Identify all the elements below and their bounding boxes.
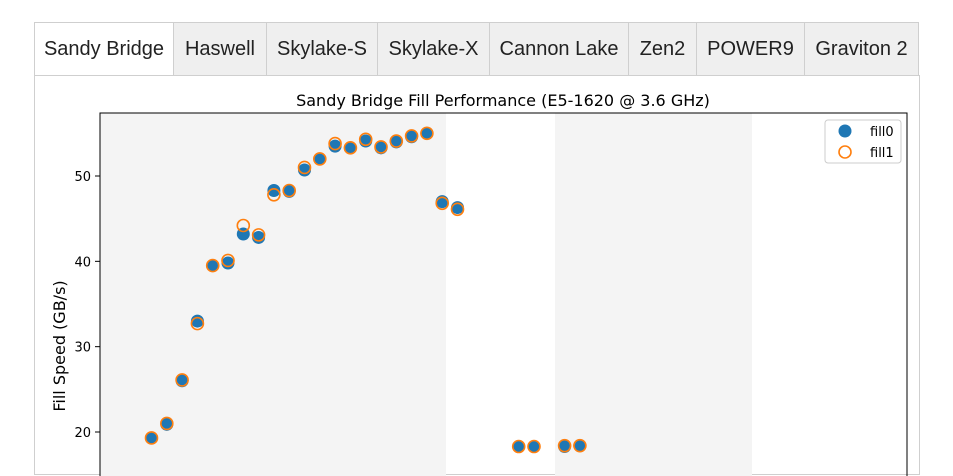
y-axis: 20 30 40 50 (74, 170, 100, 441)
tab-skylake-s[interactable]: Skylake-S (267, 22, 378, 76)
shaded-region (100, 113, 446, 476)
fill1-point (450, 202, 465, 217)
tab-haswell[interactable]: Haswell (174, 22, 267, 76)
legend: fill0 fill1 (824, 119, 902, 164)
tab-bar: Sandy Bridge Haswell Skylake-S Skylake-X… (34, 22, 919, 76)
chart-title: Sandy Bridge Fill Performance (E5-1620 @… (296, 91, 710, 110)
tab-power9[interactable]: POWER9 (697, 22, 805, 76)
tab-cannon-lake[interactable]: Cannon Lake (490, 22, 629, 76)
fill1-point (374, 140, 388, 154)
fill-performance-chart: 20 30 40 50 Sandy Bridge Fill Performance (… (50, 91, 908, 476)
data-points (144, 126, 587, 454)
fill0-point (145, 431, 158, 445)
fill1-point (328, 136, 342, 151)
fill1-point (160, 416, 174, 431)
fill1-point (175, 373, 189, 387)
fill1-point (358, 132, 373, 147)
y-tick-label: 30 (74, 341, 91, 356)
tab-graviton-2[interactable]: Graviton 2 (805, 22, 919, 76)
fill1-point (435, 196, 450, 211)
fill0-point (512, 440, 526, 454)
legend-fill1-label: fill1 (870, 146, 894, 161)
legend-fill0-marker (838, 124, 852, 138)
fill1-point (389, 134, 404, 148)
fill0-point (206, 259, 220, 273)
fill1-point (312, 152, 327, 166)
y-tick-label: 20 (74, 426, 91, 441)
legend-fill1-marker (838, 145, 852, 159)
fill0-point (267, 184, 281, 198)
fill1-point (236, 218, 251, 233)
shaded-region (555, 113, 752, 476)
fill1-point (282, 183, 296, 198)
plot-frame (99, 112, 908, 476)
fill1-point (267, 187, 281, 202)
fill0-point (313, 152, 327, 166)
fill0-point (527, 440, 541, 454)
fill1-point (221, 253, 235, 268)
fill1-point (251, 228, 266, 242)
fill1-point (404, 129, 419, 143)
fill1-point (144, 431, 159, 445)
tab-panel: 20 30 40 50 Sandy Bridge Fill Performance (… (34, 75, 920, 476)
y-tick-label: 50 (74, 170, 91, 185)
fill1-point (190, 316, 205, 331)
fill0-point (420, 126, 434, 140)
fill1-point (205, 258, 220, 273)
tab-zen2[interactable]: Zen2 (629, 22, 697, 76)
fill1-point (343, 141, 358, 155)
y-tick-label: 40 (74, 255, 91, 270)
fill1-point (573, 438, 587, 453)
fill1-point (511, 439, 526, 454)
tab-sandy-bridge[interactable]: Sandy Bridge (34, 22, 174, 76)
fill0-point (343, 141, 357, 155)
y-axis-label: Fill Speed (GB/s) (50, 280, 69, 411)
legend-fill0-label: fill0 (870, 125, 894, 140)
fill1-point (527, 439, 541, 454)
fill0-point (573, 439, 587, 453)
fill1-point (557, 438, 572, 453)
fill1-point (297, 160, 312, 175)
fill1-point (420, 126, 434, 141)
tab-skylake-x[interactable]: Skylake-X (378, 22, 490, 76)
